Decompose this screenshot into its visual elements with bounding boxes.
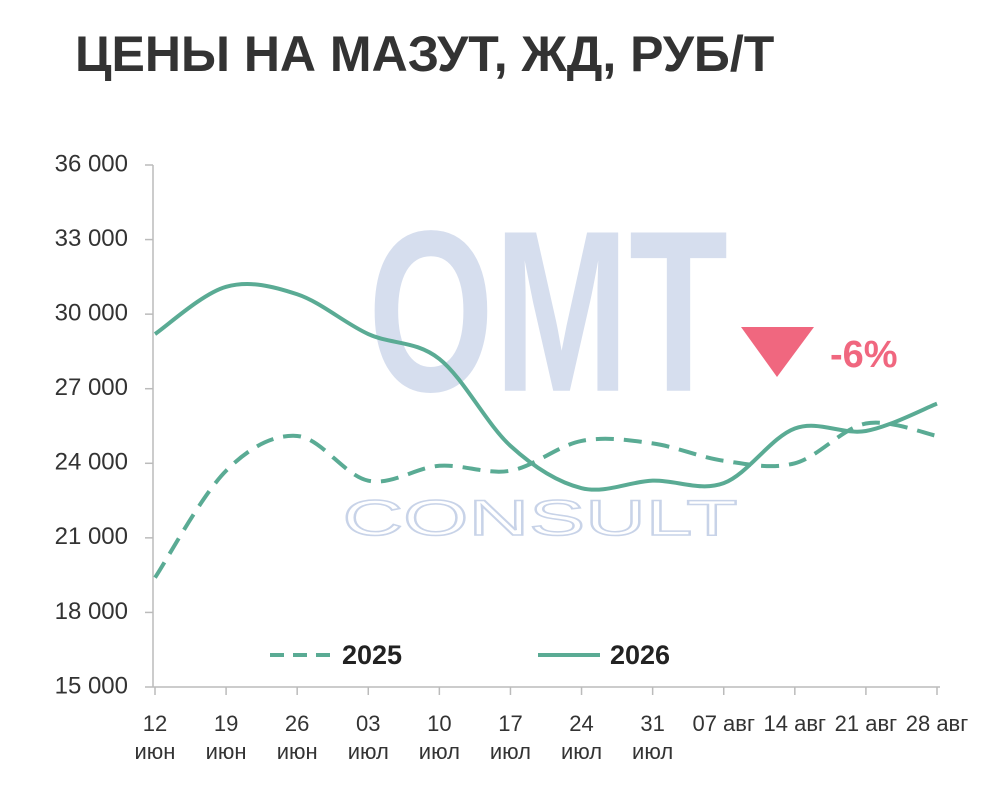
annotation-arrow bbox=[741, 327, 814, 377]
x-tick-label: 31 июл bbox=[632, 711, 674, 764]
annotation: -6% bbox=[830, 334, 898, 376]
y-tick-label: 36 000 bbox=[55, 150, 128, 177]
x-tick-label: 14 авг bbox=[763, 711, 827, 736]
x-tick-label: 03 июл bbox=[347, 711, 389, 764]
legend-label: 2025 bbox=[342, 640, 402, 670]
x-tick-label: 10 июл bbox=[418, 711, 460, 764]
x-tick-label: 26 июн bbox=[276, 711, 318, 764]
x-tick-label: 07 авг bbox=[692, 711, 755, 736]
line-series bbox=[153, 282, 938, 492]
y-tick-label: 33 000 bbox=[55, 225, 128, 252]
x-tick-label: 28 авг bbox=[905, 711, 969, 736]
y-tick-label: 27 000 bbox=[55, 374, 128, 401]
legend-label: 2026 bbox=[610, 640, 670, 670]
watermark-sub: CONSULT bbox=[343, 490, 738, 546]
watermark: OMT bbox=[368, 183, 728, 440]
y-tick-label: 24 000 bbox=[55, 449, 128, 476]
y-tick-label: 15 000 bbox=[55, 672, 128, 699]
chart-title: ЦЕНЫ НА МАЗУТ, ЖД, РУБ/Т bbox=[75, 26, 774, 82]
y-tick-label: 21 000 bbox=[55, 523, 128, 550]
x-tick-label: 24 июл bbox=[560, 711, 603, 764]
x-tick-label: 12 июн bbox=[134, 711, 176, 764]
x-tick-label: 21 авг bbox=[834, 711, 898, 736]
y-tick-label: 18 000 bbox=[55, 598, 128, 625]
y-tick-label: 30 000 bbox=[55, 299, 128, 326]
x-tick-label: 19 июн bbox=[205, 711, 247, 764]
x-tick-label: 17 июл bbox=[489, 711, 532, 764]
